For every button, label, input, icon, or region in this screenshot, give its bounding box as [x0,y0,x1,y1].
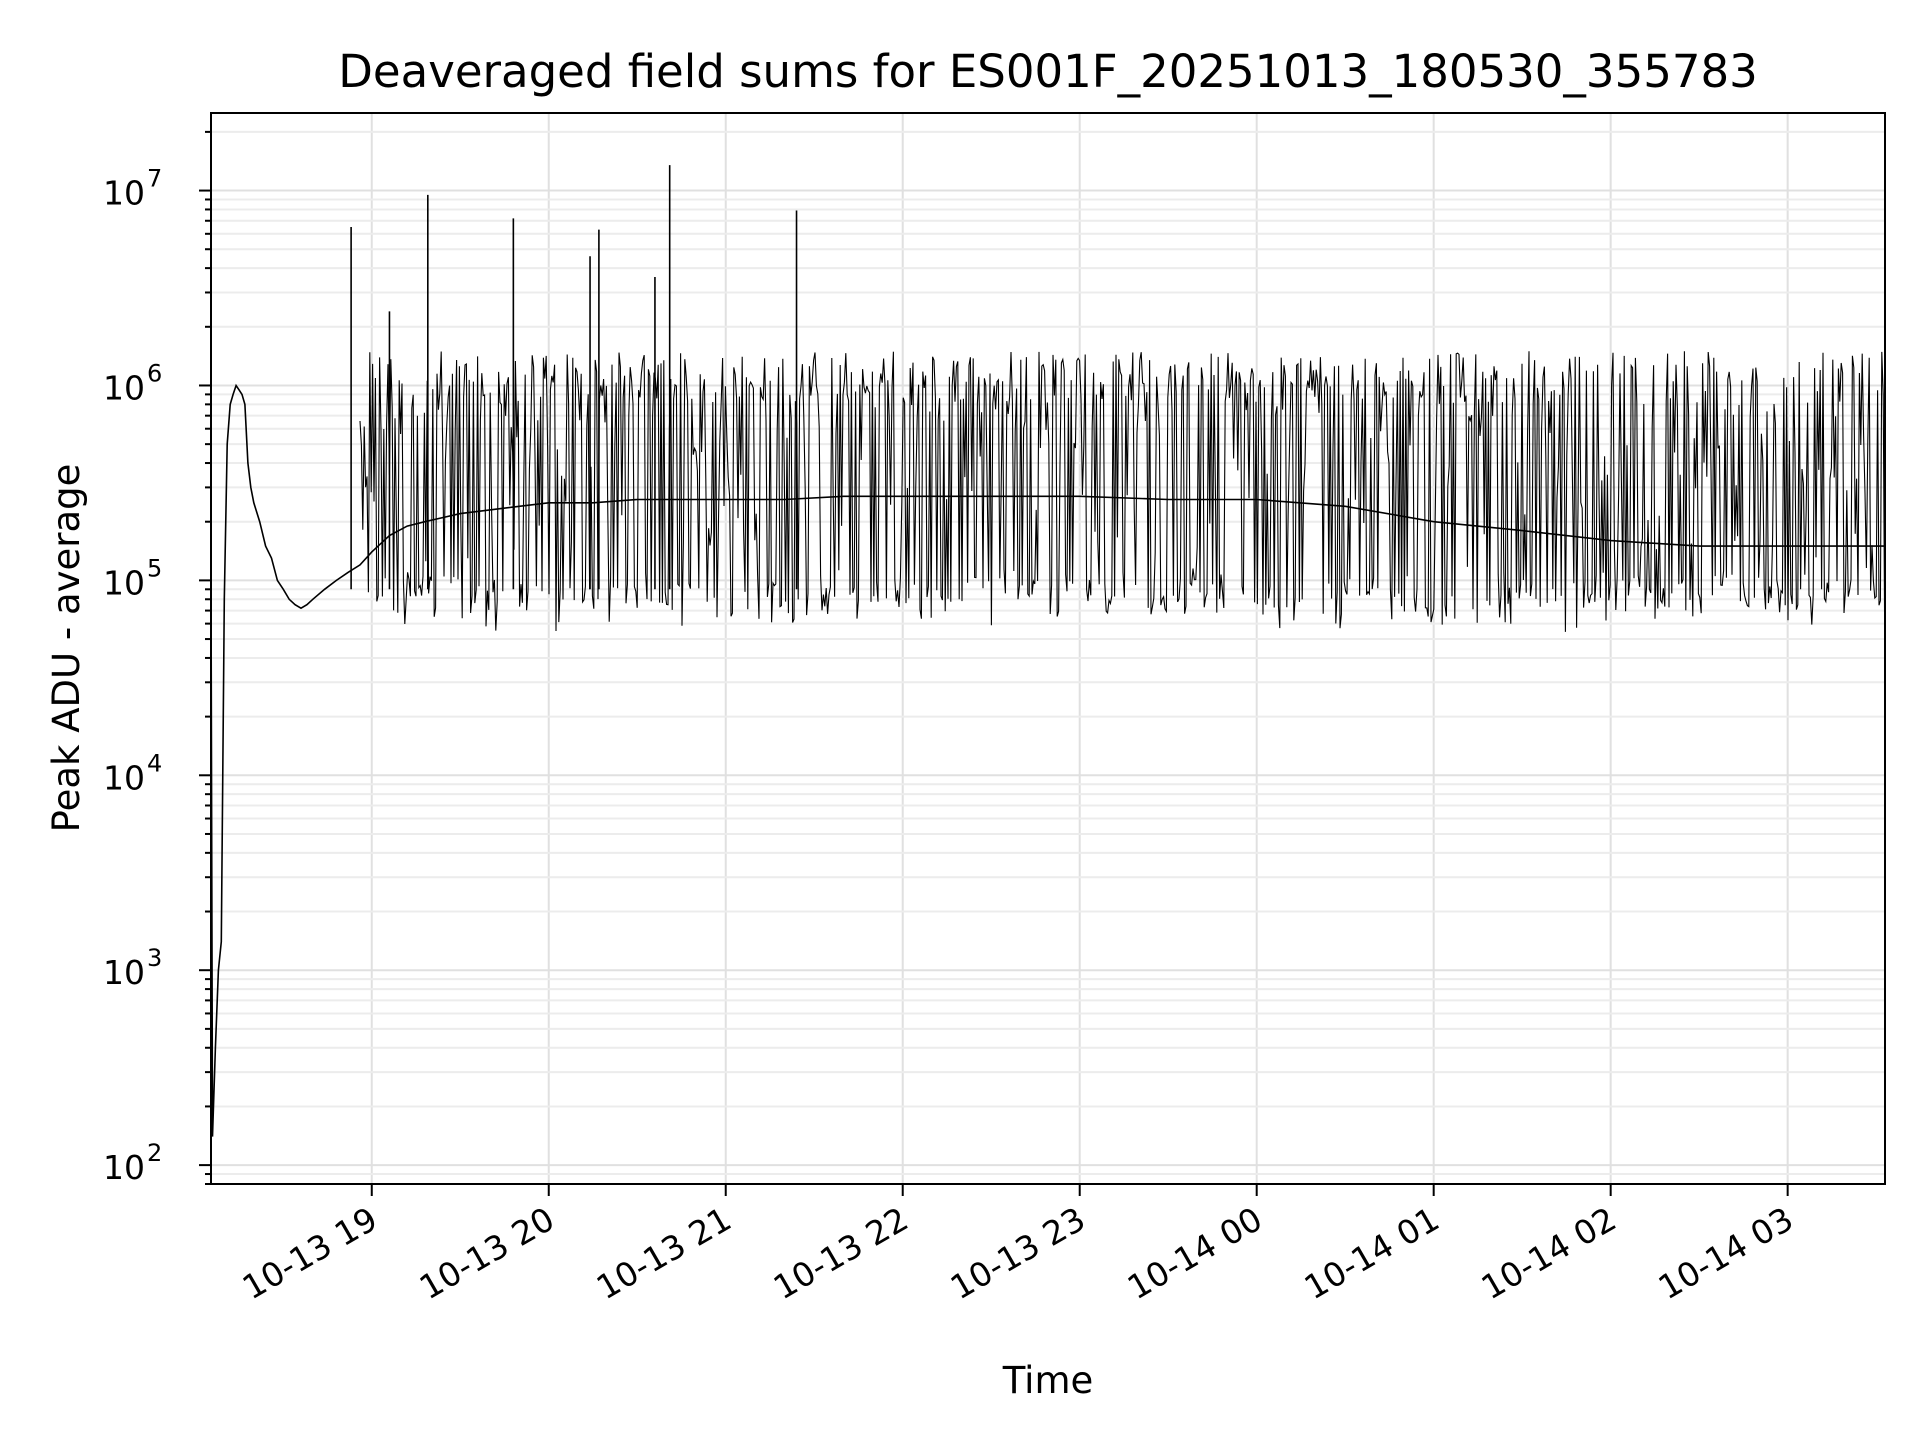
y-tick-exponent: 4 [147,749,162,777]
y-tick-exponent: 6 [147,359,162,387]
y-tick-exponent: 3 [147,944,162,972]
y-tick-label: 10 [103,563,145,602]
series-trend [210,383,1885,1137]
series-line [210,165,1886,1137]
y-axis-label: Peak ADU - average [45,464,88,833]
y-tick-label: 10 [103,368,145,407]
y-tick-label: 10 [103,953,145,992]
y-tick-exponent: 7 [147,165,162,193]
series-noise [359,351,1886,632]
y-tick-exponent: 5 [147,554,162,582]
plot-frame [210,112,1886,1185]
x-axis-label: Time [1002,1359,1094,1402]
y-tick-label: 10 [103,174,145,213]
y-tick-label: 10 [103,758,145,797]
y-tick-exponent: 2 [147,1139,162,1167]
y-tick-label: 10 [103,1148,145,1187]
chart-title: Deaveraged field sums for ES001F_2025101… [338,45,1757,98]
